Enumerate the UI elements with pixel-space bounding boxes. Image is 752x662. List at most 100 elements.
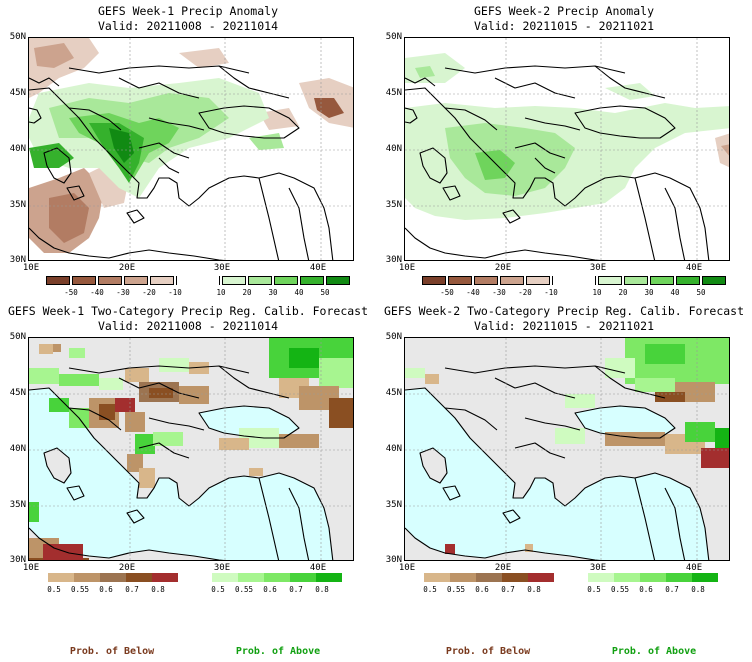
- colorbar-tick-label: 0.7: [125, 585, 139, 594]
- lat-label: 45N: [385, 388, 402, 398]
- positive-anomaly-areas: [405, 53, 729, 220]
- prob-below-colorbar: 0.5 0.55 0.6 0.7 0.8: [423, 573, 556, 595]
- lon-label: 40E: [685, 263, 703, 273]
- lat-label: 40N: [9, 144, 26, 154]
- colorbar-swatch: [588, 573, 614, 582]
- colorbar-swatch: [48, 573, 74, 582]
- colorbar-swatch: [248, 276, 272, 285]
- colorbar-tick-label: -20: [142, 288, 156, 297]
- colorbar-tick-label: 0.55: [70, 585, 90, 594]
- colorbar-swatch: [222, 276, 246, 285]
- prob-below-label: Prob. of Below: [69, 646, 155, 657]
- colorbar-swatch: [450, 573, 476, 582]
- prob-cells-week1: [29, 338, 353, 560]
- colorbar-tick-label: 0.5: [587, 585, 601, 594]
- colorbar-swatch: [150, 276, 174, 285]
- colorbar-tick-label: -40: [90, 288, 104, 297]
- probability-map-week1: [28, 337, 354, 561]
- colorbar-swatch: [126, 573, 152, 582]
- colorbar-swatch: [422, 276, 446, 285]
- colorbar-swatch: [98, 276, 122, 285]
- lon-label: 30E: [589, 263, 607, 273]
- colorbar-tick-label: 20: [618, 288, 628, 297]
- colorbar-tick-label: 0.7: [665, 585, 679, 594]
- lat-label: 35N: [385, 500, 402, 510]
- colorbar-tick-label: 0.7: [501, 585, 515, 594]
- colorbar-tick-label: -50: [440, 288, 454, 297]
- colorbar-swatch: [176, 276, 220, 285]
- anomaly-map-week2: [404, 37, 730, 261]
- colorbar-swatch: [72, 276, 96, 285]
- lon-label: 10E: [398, 263, 416, 273]
- colorbar-swatch: [702, 276, 726, 285]
- colorbar-swatch: [316, 573, 342, 582]
- colorbar-tick-label: 40: [670, 288, 680, 297]
- panel-valid-dates: Valid: 20211015 - 20211021: [473, 319, 654, 333]
- colorbar-swatch: [476, 573, 502, 582]
- lon-label: 30E: [589, 563, 607, 573]
- colorbar-tick-label: 50: [320, 288, 330, 297]
- prob-above-colorbar: 0.5 0.55 0.6 0.7 0.8: [587, 573, 720, 595]
- lon-label: 10E: [398, 563, 416, 573]
- colorbar-tick-label: -30: [492, 288, 506, 297]
- lon-label: 20E: [118, 263, 136, 273]
- colorbar-swatch: [500, 276, 524, 285]
- colorbar-swatch: [614, 573, 640, 582]
- colorbar-swatch: [264, 573, 290, 582]
- lon-label: 20E: [494, 563, 512, 573]
- lat-label: 50N: [385, 32, 402, 42]
- lat-label: 35N: [9, 500, 26, 510]
- sea-area: [405, 388, 709, 560]
- positive-anomaly-areas: [29, 78, 284, 198]
- prob-below-colorbar: 0.5 0.55 0.6 0.7 0.8: [47, 573, 180, 595]
- lon-label: 10E: [22, 263, 40, 273]
- colorbar-tick-label: 0.6: [263, 585, 277, 594]
- colorbar-tick-label: 0.8: [151, 585, 165, 594]
- lon-label: 40E: [309, 563, 327, 573]
- panel-valid-dates: Valid: 20211015 - 20211021: [473, 19, 654, 33]
- colorbar-swatch: [526, 276, 550, 285]
- colorbar-tick-label: 0.55: [234, 585, 254, 594]
- lat-label: 30N: [385, 255, 402, 265]
- panel-valid-dates: Valid: 20211008 - 20211014: [97, 319, 278, 333]
- lat-label: 40N: [9, 444, 26, 454]
- colorbar-tick-label: -20: [518, 288, 532, 297]
- panel-title: GEFS Week-1 Two-Category Precip Reg. Cal…: [7, 304, 369, 318]
- colorbar-swatch: [650, 276, 674, 285]
- prob-cells-week2: [405, 338, 729, 554]
- lat-label: 40N: [385, 444, 402, 454]
- colorbar-tick-label: 0.55: [610, 585, 630, 594]
- prob-above-label: Prob. of Above: [611, 646, 697, 657]
- colorbar-tick-label: 10: [592, 288, 602, 297]
- colorbar-tick-label: -10: [168, 288, 182, 297]
- sea-area: [29, 388, 333, 560]
- colorbar-swatch: [598, 276, 622, 285]
- colorbar-swatch: [640, 573, 666, 582]
- colorbar-tick-label: 0.8: [315, 585, 329, 594]
- colorbar-tick-label: 0.8: [527, 585, 541, 594]
- panel-valid-dates: Valid: 20211008 - 20211014: [97, 19, 278, 33]
- colorbar-swatch: [666, 573, 692, 582]
- colorbar-tick-label: 10: [216, 288, 226, 297]
- black-sea: [575, 406, 675, 438]
- panel-week1-anomaly: GEFS Week-1 Precip Anomaly Valid: 202110…: [0, 0, 376, 297]
- lat-label: 45N: [9, 388, 26, 398]
- colorbar-tick-label: 0.7: [289, 585, 303, 594]
- colorbar-swatch: [676, 276, 700, 285]
- colorbar-swatch: [692, 573, 718, 582]
- colorbar-swatch: [424, 573, 450, 582]
- lat-label: 50N: [9, 32, 26, 42]
- coastlines: [29, 65, 334, 260]
- prob-below-label: Prob. of Below: [445, 646, 531, 657]
- panel-title: GEFS Week-2 Two-Category Precip Reg. Cal…: [383, 304, 745, 318]
- colorbar-tick-label: 0.55: [446, 585, 466, 594]
- lat-label: 35N: [385, 200, 402, 210]
- colorbar-swatch: [448, 276, 472, 285]
- colorbar-tick-label: -30: [116, 288, 130, 297]
- lon-label: 40E: [309, 263, 327, 273]
- lat-label: 30N: [9, 255, 26, 265]
- colorbar-swatch: [274, 276, 298, 285]
- panel-title: GEFS Week-2 Precip Anomaly: [473, 4, 654, 18]
- lon-label: 40E: [685, 563, 703, 573]
- colorbar-swatch: [326, 276, 350, 285]
